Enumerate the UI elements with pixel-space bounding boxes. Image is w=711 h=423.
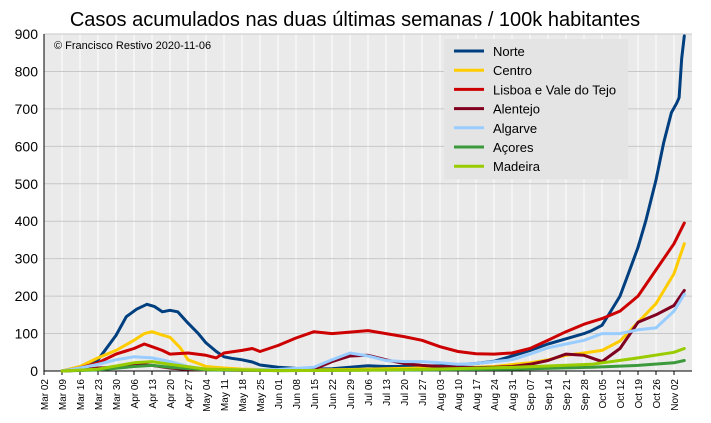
credit-annotation: © Francisco Restivo 2020-11-06 (54, 40, 211, 52)
legend-label: Algarve (493, 121, 537, 136)
x-tick-label: Oct 26 (652, 379, 663, 409)
x-tick-label: Jul 27 (418, 379, 429, 406)
x-tick-label: Mar 30 (112, 379, 123, 411)
x-tick-label: Jul 06 (364, 379, 375, 406)
x-tick-label: Apr 06 (130, 379, 141, 409)
x-tick-label: Mar 23 (94, 379, 105, 411)
x-tick-label: Sep 07 (526, 379, 537, 411)
x-tick-label: Aug 24 (490, 379, 501, 411)
x-tick-label: Apr 27 (184, 379, 195, 409)
legend-label: Madeira (493, 159, 541, 174)
x-tick-label: May 04 (202, 379, 213, 412)
x-tick-label: Apr 13 (148, 379, 159, 409)
x-tick-label: May 11 (220, 379, 231, 411)
y-tick-label: 100 (15, 326, 39, 342)
x-tick-label: Jun 15 (310, 379, 321, 409)
series-line-lisboa-e-vale-do-tejo (60, 221, 686, 373)
chart-title: Casos acumulados nas duas últimas semana… (70, 9, 640, 31)
x-tick-label: Nov 02 (670, 379, 681, 411)
y-tick-label: 700 (15, 101, 39, 117)
series-line-algarve (60, 292, 686, 373)
x-tick-label: Oct 19 (634, 379, 645, 409)
x-tick-label: Mar 09 (58, 379, 69, 411)
x-tick-label: Aug 10 (454, 379, 465, 411)
y-tick-label: 900 (15, 26, 39, 42)
x-tick-label: Jun 08 (292, 379, 303, 409)
legend: Norte Centro Lisboa e Vale do Tejo Alentejo… (454, 44, 616, 174)
x-tick-label: Sep 28 (580, 379, 591, 411)
legend-label: Centro (493, 63, 532, 78)
y-tick-label: 800 (15, 63, 39, 79)
x-tick-label: May 18 (238, 379, 249, 412)
legend-label: Norte (493, 44, 525, 59)
y-tick-label: 200 (15, 288, 39, 304)
series-line-norte (60, 34, 686, 373)
x-tick-label: Jul 13 (382, 379, 393, 406)
legend-label: Açores (493, 140, 534, 155)
x-tick-label: May 25 (256, 379, 267, 412)
x-tick-label: Oct 12 (616, 379, 627, 409)
x-tick-label: Aug 31 (508, 379, 519, 411)
y-tick-label: 600 (15, 138, 39, 154)
x-tick-label: Jul 20 (400, 379, 411, 406)
y-tick-label: 300 (15, 251, 39, 267)
y-tick-label: 0 (30, 363, 38, 379)
legend-label: Alentejo (493, 102, 540, 117)
y-tick-label: 400 (15, 213, 39, 229)
x-tick-label: Apr 20 (166, 379, 177, 409)
x-tick-label: Jun 29 (346, 379, 357, 409)
x-tick-label: Aug 17 (472, 379, 483, 411)
x-tick-label: Mar 16 (76, 379, 87, 411)
series-line-madeira (60, 347, 686, 373)
x-tick-label: Jun 01 (274, 379, 285, 409)
x-tick-label: Mar 02 (40, 379, 51, 411)
x-tick-label: Aug 03 (436, 379, 447, 411)
x-tick-label: Jun 22 (328, 379, 339, 409)
legend-label: Lisboa e Vale do Tejo (493, 82, 616, 97)
y-tick-label: 500 (15, 176, 39, 192)
x-tick-label: Sep 14 (544, 379, 555, 411)
x-tick-label: Oct 05 (598, 379, 609, 409)
x-tick-label: Sep 21 (562, 379, 573, 411)
